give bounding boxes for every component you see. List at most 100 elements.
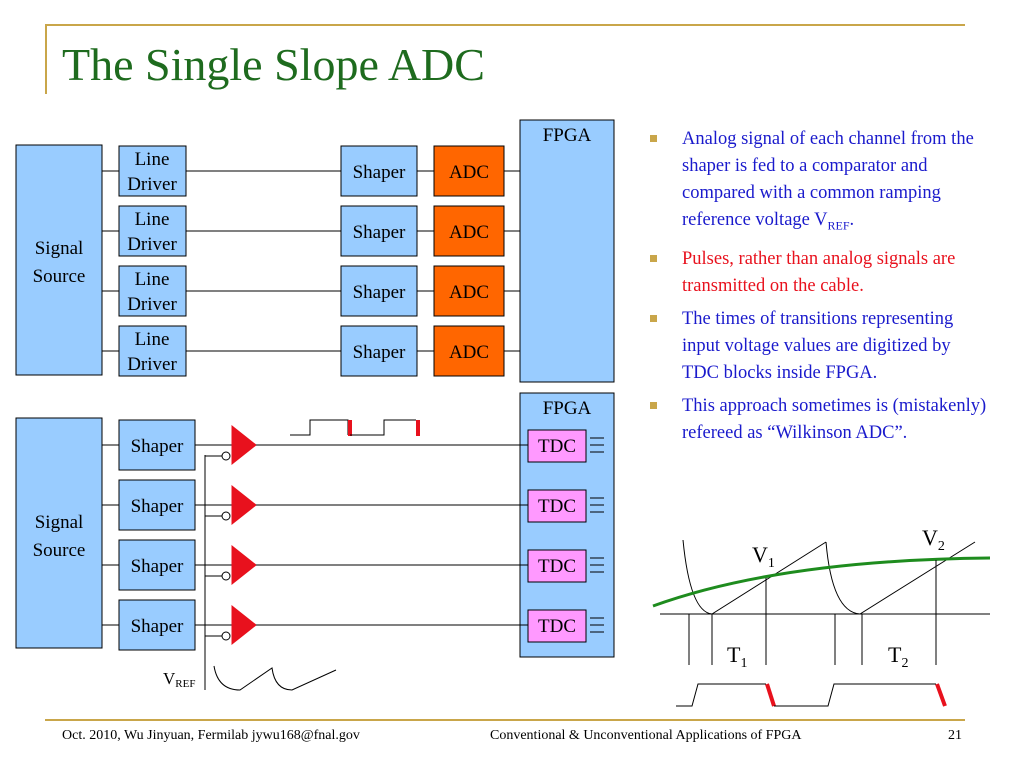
top-shaper-box-4 <box>340 325 418 377</box>
top-shaper-label-1: Shaper <box>353 162 406 183</box>
tdc-label-4: TDC <box>538 616 576 637</box>
adc-box-3 <box>433 265 505 317</box>
adc-label-3: ADC <box>449 282 489 303</box>
bottom-signal-source-label-1: Signal <box>35 512 84 533</box>
top-fpga-box <box>519 119 615 383</box>
top-fpga-label: FPGA <box>543 125 592 146</box>
bullet-1: Analog signal of each channel from the s… <box>650 126 990 240</box>
waveform-plot: V1 V2 T1 T2 <box>652 525 991 707</box>
line-driver-box-2 <box>118 205 187 257</box>
bullet-3: The times of transitions representing in… <box>650 306 990 387</box>
tdc-label-1: TDC <box>538 436 576 457</box>
output-pulse-1 <box>676 683 766 707</box>
line-driver-label-3: Line <box>135 269 170 290</box>
bottom-shaper-label-1: Shaper <box>131 436 184 457</box>
bullet-list: Analog signal of each channel from the s… <box>650 126 990 453</box>
line-driver-label-b-4: Driver <box>127 354 177 375</box>
top-signal-source-box <box>15 144 103 376</box>
frame-bottom-rule <box>45 719 965 721</box>
bottom-channels: Shaper TDC Shaper TDC Shaper TDC Shaper TDC <box>102 419 604 651</box>
bottom-shaper-box-2 <box>118 479 196 531</box>
footer-left: Oct. 2010, Wu Jinyuan, Fermilab jywu168@… <box>62 728 360 743</box>
top-shaper-label-2: Shaper <box>353 222 406 243</box>
line-driver-label-1: Line <box>135 149 170 170</box>
top-signal-source-label-2: Source <box>33 266 86 287</box>
comparator-4 <box>231 604 257 646</box>
bullet-4: This approach sometimes is (mistakenly) … <box>650 393 990 447</box>
bottom-fpga-label: FPGA <box>543 398 592 419</box>
signal-curve <box>652 556 991 608</box>
comparator-inv-bubble-4 <box>221 631 231 641</box>
top-shaper-box-2 <box>340 205 418 257</box>
line-driver-label-4: Line <box>135 329 170 350</box>
output-pulse-1-edge <box>765 683 776 707</box>
bullet-4-text: This approach sometimes is (mistakenly) … <box>682 395 987 443</box>
bullet-1-tail: . <box>849 210 855 230</box>
bullet-1-marker <box>650 135 657 142</box>
line-driver-label-b-3: Driver <box>127 294 177 315</box>
line-driver-box-3 <box>118 265 187 317</box>
slide-title: The Single Slope ADC <box>62 39 485 90</box>
ramp-2 <box>825 541 976 615</box>
adc-box-2 <box>433 205 505 257</box>
t2-label: T2 <box>888 642 908 671</box>
t1-label: T1 <box>727 642 747 671</box>
adc-label-2: ADC <box>449 222 489 243</box>
bullet-4-marker <box>650 401 657 409</box>
ramp-1 <box>682 539 827 615</box>
bottom-signal-source-label-2: Source <box>33 540 86 561</box>
comparator-2 <box>231 484 257 526</box>
bottom-shaper-box-1 <box>118 419 196 471</box>
v2-label: V2 <box>922 525 945 554</box>
output-pulse-2 <box>774 683 936 707</box>
top-shaper-label-4: Shaper <box>353 342 406 363</box>
bullet-3-marker <box>650 314 657 322</box>
output-pulse-2-edge <box>935 683 947 707</box>
comparator-inv-bubble-3 <box>221 571 231 581</box>
top-channels: Line Driver Shaper ADC Line Driver Shaper ADC Li… <box>102 145 520 377</box>
comparator-1 <box>231 424 257 466</box>
tdc-box-3 <box>527 549 587 583</box>
top-shaper-label-3: Shaper <box>353 282 406 303</box>
vref-ramp-waveform <box>213 665 337 691</box>
adc-box-1 <box>433 145 505 197</box>
top-shaper-box-3 <box>340 265 418 317</box>
v1-label: V1 <box>752 542 775 571</box>
footer-center: Conventional & Unconventional Applicatio… <box>490 728 802 743</box>
bottom-shaper-box-4 <box>118 599 196 651</box>
comparator-inv-bubble-2 <box>221 511 231 521</box>
comparator-3 <box>231 544 257 586</box>
bottom-shaper-label-3: Shaper <box>131 556 184 577</box>
bullet-3-text: The times of transitions representing in… <box>682 308 954 383</box>
line-driver-label-b-1: Driver <box>127 174 177 195</box>
pulse-illustration <box>290 419 420 436</box>
adc-label-4: ADC <box>449 342 489 363</box>
bottom-shaper-label-4: Shaper <box>131 616 184 637</box>
footer-page-number: 21 <box>948 728 962 743</box>
bullet-2-marker <box>650 254 657 262</box>
bullet-2: Pulses, rather than analog signals are t… <box>650 246 990 300</box>
tdc-label-2: TDC <box>538 496 576 517</box>
adc-box-4 <box>433 325 505 377</box>
bullet-2-text: Pulses, rather than analog signals are t… <box>682 248 956 296</box>
comparator-inv-bubble-1 <box>221 451 231 461</box>
line-driver-label-2: Line <box>135 209 170 230</box>
tdc-box-1 <box>527 429 587 463</box>
frame-top-rule <box>45 24 965 26</box>
line-driver-box-4 <box>118 325 187 377</box>
top-signal-source-label-1: Signal <box>35 238 84 259</box>
vref-label: VREF <box>163 669 195 690</box>
line-driver-label-b-2: Driver <box>127 234 177 255</box>
tdc-label-3: TDC <box>538 556 576 577</box>
bottom-diagram: Signal Source FPGA VREF Shaper TDC Shaper T… <box>15 392 615 691</box>
tdc-box-4 <box>527 609 587 643</box>
tdc-box-2 <box>527 489 587 523</box>
bullet-1-text: Analog signal of each channel from the s… <box>682 129 974 230</box>
bottom-shaper-label-2: Shaper <box>131 496 184 517</box>
adc-label-1: ADC <box>449 162 489 183</box>
bullet-1-sub: REF <box>827 218 850 233</box>
frame-left-rule <box>45 24 47 94</box>
bottom-signal-source-box <box>15 417 103 649</box>
